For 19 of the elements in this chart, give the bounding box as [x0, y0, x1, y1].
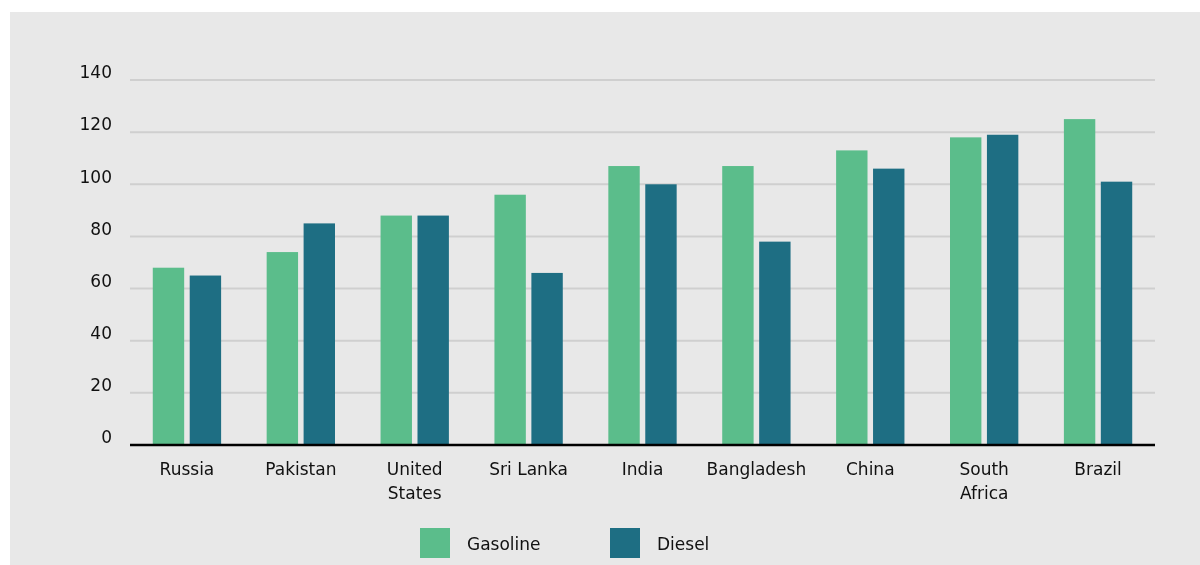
y-tick-label: 0	[101, 427, 112, 448]
y-tick-label: 100	[79, 166, 112, 187]
y-tick-label: 80	[90, 218, 112, 239]
x-tick-label: United States	[386, 459, 443, 503]
x-tick-label: China	[846, 459, 895, 479]
x-tick-label: Pakistan	[265, 459, 337, 479]
x-tick-label: Russia	[159, 459, 215, 479]
x-tick-label: India	[621, 459, 664, 479]
x-tick-label: Sri Lanka	[489, 459, 568, 479]
x-tick-label: Brazil	[1074, 459, 1122, 479]
y-tick-label: 20	[90, 375, 112, 396]
y-tick-label: 120	[79, 114, 112, 135]
y-tick-label: 40	[90, 323, 112, 344]
y-tick-label: 60	[90, 270, 112, 291]
y-tick-label: 140	[79, 62, 112, 83]
legend-label: Diesel	[657, 534, 710, 554]
x-tick-label: Bangladesh	[706, 459, 807, 479]
x-tick-label: South Africa	[959, 459, 1009, 503]
legend-label: Gasoline	[467, 534, 541, 554]
